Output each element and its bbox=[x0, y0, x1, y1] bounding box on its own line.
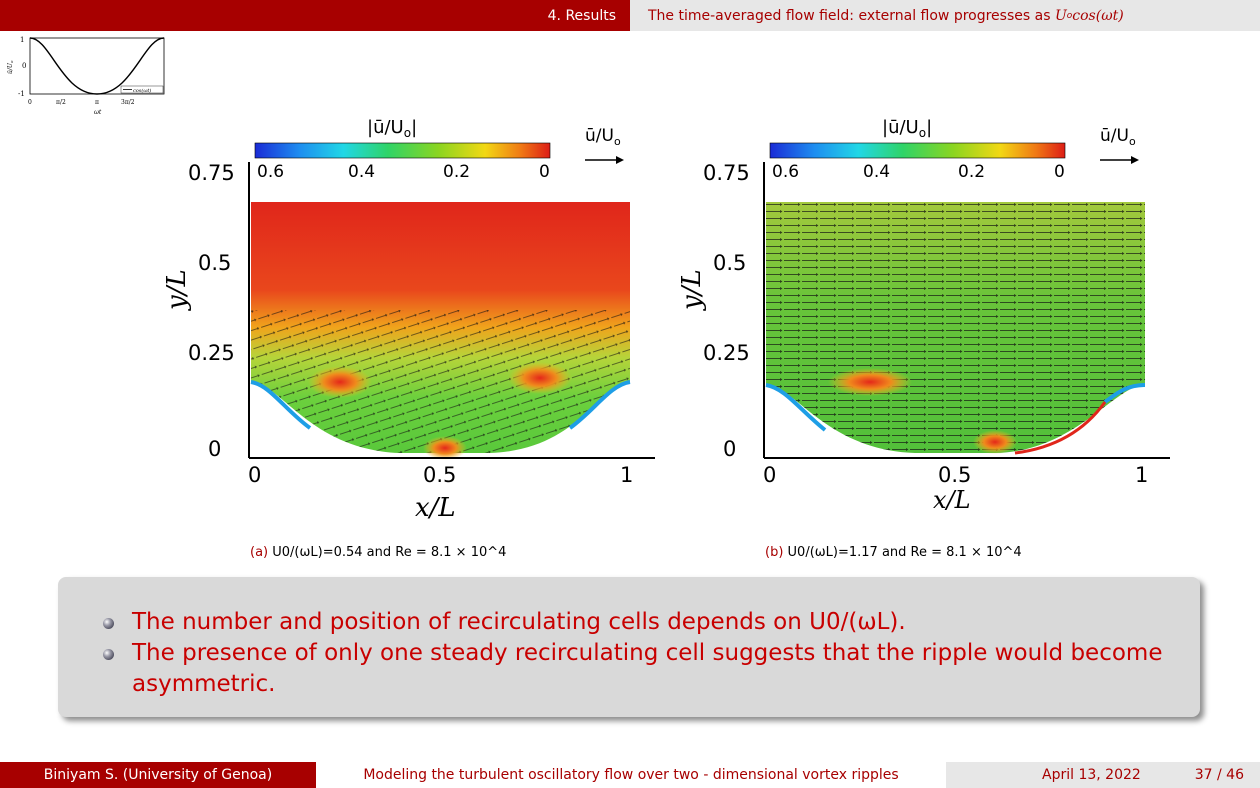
y-tick: 0.25 bbox=[188, 341, 235, 365]
y-tick: 0.75 bbox=[703, 161, 750, 185]
bullet-item: The number and position of recirculating… bbox=[76, 607, 1176, 638]
thumb-xtick: 3π/2 bbox=[121, 99, 135, 106]
thumb-xlabel: ωt bbox=[94, 109, 102, 116]
bullet-item: The presence of only one steady recircul… bbox=[76, 638, 1176, 700]
footer-title[interactable]: Modeling the turbulent oscillatory flow … bbox=[316, 762, 946, 788]
x-tick: 1 bbox=[620, 463, 633, 487]
y-tick: 0.5 bbox=[198, 251, 231, 275]
thumb-ytick: 0 bbox=[22, 62, 26, 70]
section-label[interactable]: 4. Results bbox=[0, 0, 630, 31]
flow-field-panel-b: |ū/Uo| 0.6 0.4 0.2 0 ū/Uo 0.75 0.5 0.25 … bbox=[677, 117, 1170, 514]
colorbar-label: |ū/Uo| bbox=[882, 117, 932, 140]
x-tick: 1 bbox=[1135, 463, 1148, 487]
slide-title: The time-averaged flow field: external f… bbox=[630, 0, 1260, 31]
y-tick: 0.75 bbox=[188, 161, 235, 185]
colorbar-tick: 0 bbox=[1054, 162, 1065, 182]
x-tick: 0 bbox=[763, 463, 776, 487]
y-tick: 0.25 bbox=[703, 341, 750, 365]
thumb-xtick: π bbox=[95, 99, 99, 106]
colorbar-tick: 0.6 bbox=[772, 162, 799, 182]
footer-page: 37 / 46 bbox=[1194, 767, 1244, 783]
x-tick: 0.5 bbox=[938, 463, 971, 487]
cosine-curve bbox=[29, 37, 165, 95]
footer-author[interactable]: Biniyam S. (University of Genoa) bbox=[0, 762, 316, 788]
caption-a: (a) U0/(ωL)=0.54 and Re = 8.1 × 10^4 bbox=[250, 545, 507, 560]
bullet-box bbox=[58, 577, 1200, 717]
colorbar-tick: 0.6 bbox=[257, 162, 284, 182]
y-tick: 0 bbox=[208, 437, 221, 461]
bullet-list: The number and position of recirculating… bbox=[76, 607, 1176, 700]
recirculation-cell bbox=[828, 368, 912, 396]
colorbar-tick: 0.2 bbox=[958, 162, 985, 182]
thumb-ylabel: ū/Uo bbox=[7, 60, 14, 74]
bullet-icon bbox=[103, 649, 114, 660]
colorbar-tick: 0.2 bbox=[443, 162, 470, 182]
x-tick: 0.5 bbox=[423, 463, 456, 487]
recirculation-cell-right bbox=[508, 362, 572, 394]
thumb-legend-label: cos(ωt) bbox=[133, 87, 151, 94]
bullet-icon bbox=[103, 618, 114, 629]
reference-arrow-label: ū/Uo bbox=[1100, 126, 1136, 148]
flow-field-panel-a: |ū/Uo| 0.6 0.4 0.2 0 ū/Uo 0.75 0.5 0.25 … bbox=[162, 117, 655, 523]
y-tick: 0.5 bbox=[713, 251, 746, 275]
x-tick: 0 bbox=[248, 463, 261, 487]
footer-date: April 13, 2022 bbox=[1042, 767, 1141, 783]
caption-b: (b) U0/(ωL)=1.17 and Re = 8.1 × 10^4 bbox=[765, 545, 1022, 560]
colorbar bbox=[254, 142, 551, 159]
y-axis-label: y/L bbox=[677, 269, 707, 311]
header-bar: 4. Results The time-averaged flow field:… bbox=[0, 0, 1260, 31]
x-axis-label: x/L bbox=[933, 486, 971, 514]
thumb-ytick: -1 bbox=[18, 90, 25, 98]
thumb-ytick: 1 bbox=[20, 36, 24, 44]
colorbar bbox=[769, 142, 1066, 159]
colorbar-tick: 0.4 bbox=[348, 162, 375, 182]
thumb-legend bbox=[120, 85, 164, 94]
x-axis-label: x/L bbox=[415, 493, 456, 523]
cosine-thumbnail-plot: 1 0 -1 0 π/2 π 3π/2 ωt ū/Uo cos(ωt) bbox=[7, 36, 165, 116]
recirculation-cell-left bbox=[308, 366, 372, 398]
colorbar-tick: 0.4 bbox=[863, 162, 890, 182]
y-axis-label: y/L bbox=[162, 269, 192, 311]
footer-meta: April 13, 2022 37 / 46 bbox=[946, 762, 1260, 788]
reference-arrow-label: ū/Uo bbox=[585, 126, 621, 148]
y-tick: 0 bbox=[723, 437, 736, 461]
colorbar-label: |ū/Uo| bbox=[367, 117, 417, 140]
thumb-xtick: 0 bbox=[28, 99, 32, 106]
colorbar-tick: 0 bbox=[539, 162, 550, 182]
footer-bar: Biniyam S. (University of Genoa) Modelin… bbox=[0, 762, 1260, 788]
thumb-xtick: π/2 bbox=[56, 99, 66, 106]
